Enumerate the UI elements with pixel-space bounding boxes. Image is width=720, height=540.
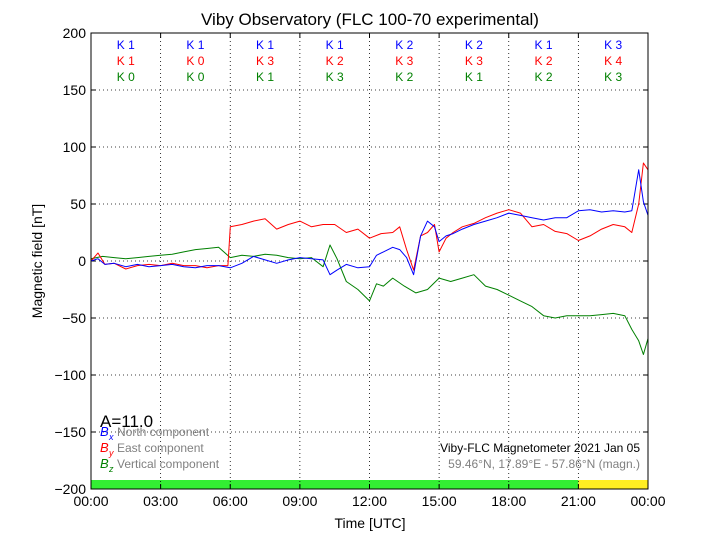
k-index-blue-3: K 1	[326, 38, 344, 52]
k-index-labels: K 1 K 1 K 1 K 1 K 2 K 2 K 1 K 3 K 1 K 0 K 3 K 2 K 3 K…	[117, 38, 623, 84]
grid-lines	[91, 33, 648, 489]
legend-subscript-y: y	[108, 448, 114, 458]
k-index-blue-7: K 3	[604, 38, 622, 52]
axis-ticks: 00:00 03:00 06:00 09:00 12:00 15:00 18:00 21:00…	[54, 25, 665, 509]
x-tick-label: 06:00	[213, 493, 248, 509]
x-tick-label: 03:00	[143, 493, 178, 509]
legend-label-y: East component	[117, 441, 204, 455]
k-index-blue-0: K 1	[117, 38, 135, 52]
y-tick-label: 200	[63, 25, 87, 41]
x-tick-label: 00:00	[73, 493, 108, 509]
y-tick-label: 0	[78, 253, 86, 269]
status-bar-segment-1	[578, 480, 648, 489]
y-tick-label: −100	[54, 367, 86, 383]
k-index-blue-1: K 1	[186, 38, 204, 52]
legend-symbol-z: B	[100, 456, 109, 471]
x-tick-label: 09:00	[282, 493, 317, 509]
y-tick-label: 50	[70, 196, 86, 212]
y-tick-label: 100	[63, 139, 87, 155]
status-bar-segment-0	[91, 480, 579, 489]
k-index-green-7: K 3	[604, 70, 622, 84]
legend-subscript-z: z	[108, 464, 114, 474]
legend-subscript-x: x	[108, 432, 114, 442]
k-index-blue-4: K 2	[395, 38, 413, 52]
x-tick-label: 15:00	[422, 493, 457, 509]
k-index-red-2: K 3	[256, 54, 274, 68]
k-index-green-3: K 3	[326, 70, 344, 84]
series-line-vertical-component	[90, 244, 649, 355]
a-index-annotation: A=11.0	[100, 412, 153, 431]
info-line-location: 59.46°N, 17.89°E - 57.86°N (magn.)	[448, 457, 640, 471]
legend-label-z: Vertical component	[117, 457, 220, 471]
k-index-green-4: K 2	[395, 70, 413, 84]
y-axis-label: Magnetic field [nT]	[29, 204, 45, 318]
y-tick-label: 150	[63, 82, 87, 98]
x-tick-label: 00:00	[630, 493, 665, 509]
chart-title: Viby Observatory (FLC 100-70 experimenta…	[201, 10, 539, 29]
k-index-red-5: K 3	[465, 54, 483, 68]
legend-label-x: North component	[117, 425, 210, 439]
k-index-red-0: K 1	[117, 54, 135, 68]
k-index-blue-6: K 1	[535, 38, 553, 52]
k-index-red-1: K 0	[186, 54, 204, 68]
k-index-red-3: K 2	[326, 54, 344, 68]
k-index-green-5: K 1	[465, 70, 483, 84]
status-bar	[91, 480, 648, 489]
y-tick-label: −50	[62, 310, 86, 326]
k-index-blue-2: K 1	[256, 38, 274, 52]
k-index-green-0: K 0	[117, 70, 135, 84]
x-tick-label: 21:00	[561, 493, 596, 509]
k-index-red-6: K 2	[535, 54, 553, 68]
x-tick-label: 18:00	[491, 493, 526, 509]
k-index-green-1: K 0	[186, 70, 204, 84]
legend-symbol-y: B	[100, 440, 109, 455]
x-axis-label: Time [UTC]	[334, 515, 405, 531]
plot-frame	[90, 32, 649, 490]
info-line-instrument: Viby-FLC Magnetometer 2021 Jan 05	[440, 441, 640, 455]
data-series	[90, 162, 649, 355]
y-tick-label: −150	[54, 424, 86, 440]
y-tick-label: −200	[54, 481, 86, 497]
k-index-green-2: K 1	[256, 70, 274, 84]
series-line-north-component	[90, 169, 649, 276]
k-index-blue-5: K 2	[465, 38, 483, 52]
x-tick-label: 12:00	[352, 493, 387, 509]
series-line-east-component	[90, 162, 649, 271]
k-index-green-6: K 2	[535, 70, 553, 84]
k-index-red-7: K 4	[604, 54, 622, 68]
legend-symbol-x: B	[100, 424, 109, 439]
k-index-red-4: K 3	[395, 54, 413, 68]
